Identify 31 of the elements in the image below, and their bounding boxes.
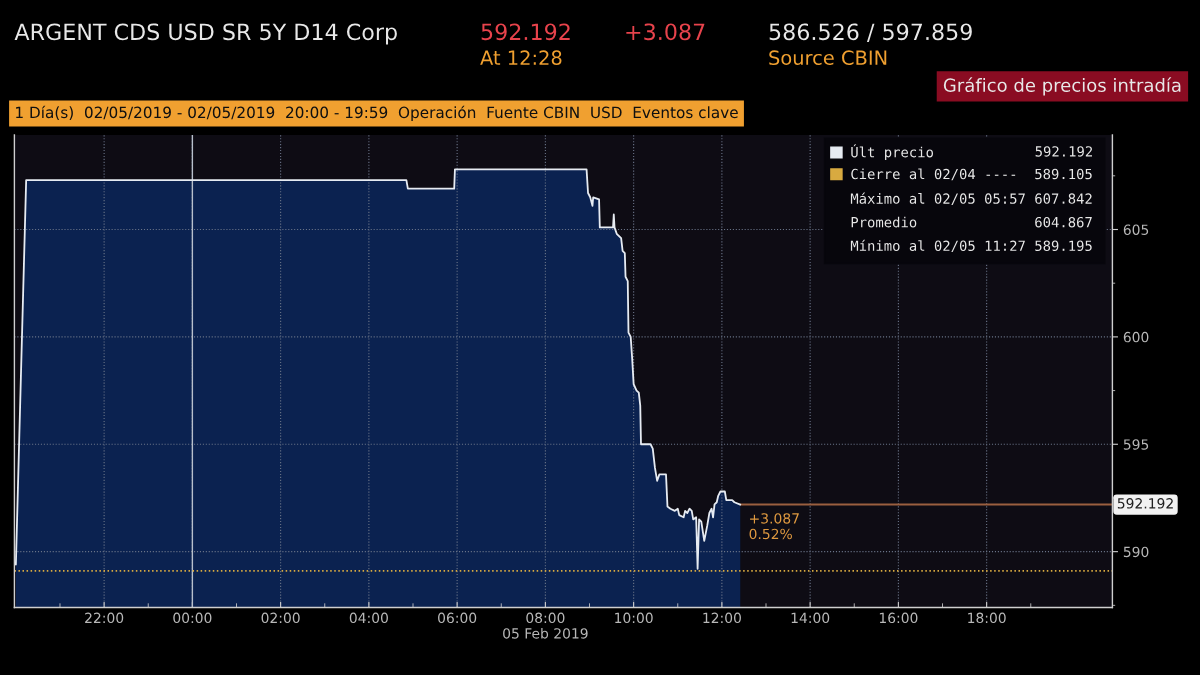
x-tick-label: 06:00 <box>438 612 477 624</box>
text: +3.087 <box>626 23 705 41</box>
x-tick-label: 02:00 <box>261 612 300 624</box>
x-tick-label: 14:00 <box>791 612 830 624</box>
annotation: Mínimo al 02/05 11:27 589.195 <box>850 239 1092 253</box>
annotation: Máximo al 02/05 05:57 607.842 <box>850 192 1092 205</box>
x-tick-label: 00:00 <box>173 612 212 624</box>
x-tick-label: 22:00 <box>85 612 124 624</box>
text: 586.526 / 597.859 <box>769 23 972 42</box>
x-tick-label: 18:00 <box>968 612 1006 624</box>
annotation: Promedio 604.867 <box>851 216 1092 228</box>
annotation: 592.192 <box>1035 146 1093 157</box>
legend-label: Cierre al 02/04 ---- 589.105 <box>851 168 1092 181</box>
y-tick-label: 595 <box>1123 439 1149 450</box>
y-tick-label: 605 <box>1123 224 1149 235</box>
source-note: Source CBIN <box>769 50 887 66</box>
legend-label: Últ precio <box>851 144 933 161</box>
x-tick-label: 04:00 <box>349 612 388 624</box>
x-tick-label: 16:00 <box>879 612 918 624</box>
text: At 12:28 <box>480 50 562 66</box>
x-tick-label: 12:00 <box>703 612 741 624</box>
y-tick-label: 600 <box>1123 331 1149 343</box>
chart-subtitle: Gráfico de precios intradía <box>943 77 1181 96</box>
text: 592.192 <box>481 23 570 41</box>
text: 592.192 <box>1117 498 1173 509</box>
x-tick-label: 08:00 05 Feb 2019 <box>503 612 588 639</box>
x-tick-label: 10:00 <box>615 612 653 624</box>
annotation: +3.087 0.52% <box>749 513 799 540</box>
y-tick-label: 590 <box>1123 546 1149 558</box>
text: 1 Día(s) 02/05/2019 - 02/05/2019 20:00 - 19:59 Operación Fuente CBIN USD Eventos clave <box>16 105 738 122</box>
chart-title: ARGENT CDS USD SR 5Y D14 Corp <box>14 23 397 45</box>
